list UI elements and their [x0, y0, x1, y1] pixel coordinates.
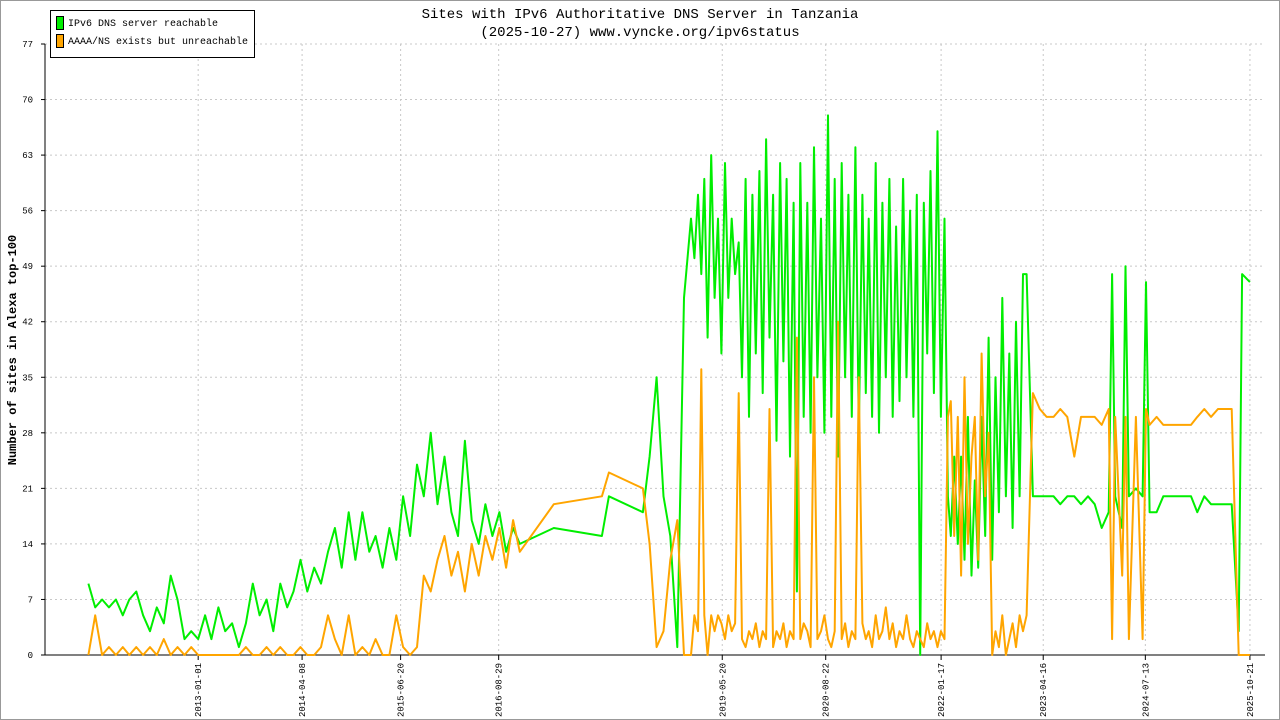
legend-label: AAAA/NS exists but unreachable	[68, 36, 248, 48]
x-tick-label: 2020-08-22	[822, 663, 832, 717]
x-tick-label: 2022-01-17	[937, 663, 947, 717]
x-tick-label: 2025-10-21	[1246, 663, 1256, 717]
legend-box	[50, 10, 255, 58]
legend-label: IPv6 DNS server reachable	[68, 18, 218, 30]
y-tick-label: 14	[22, 540, 33, 550]
data-line	[87, 320, 1250, 656]
y-tick-label: 7	[28, 595, 33, 605]
x-tick-label: 2015-06-20	[397, 663, 407, 717]
chart-title: Sites with IPv6 Authoritative DNS Server…	[422, 7, 859, 23]
y-tick-label: 0	[28, 651, 33, 661]
legend: IPv6 DNS server reachable AAAA/NS exists …	[50, 10, 255, 58]
y-tick-label: 28	[22, 429, 33, 439]
y-tick-label: 56	[22, 207, 33, 217]
data-line	[87, 114, 1251, 656]
y-tick-label: 21	[22, 484, 33, 494]
y-tick-label: 77	[22, 40, 33, 50]
y-tick-label: 49	[22, 262, 33, 272]
x-tick-label: 2013-01-01	[194, 663, 204, 717]
y-tick-label: 35	[22, 373, 33, 383]
y-axis-label: Number of sites in Alexa top-100	[6, 235, 20, 465]
legend-swatch	[56, 34, 64, 48]
chart-subtitle: (2025-10-27) www.vyncke.org/ipv6status	[480, 25, 799, 41]
x-tick-label: 2023-04-16	[1039, 663, 1049, 717]
x-tick-label: 2016-08-29	[495, 663, 505, 717]
y-tick-label: 63	[22, 151, 33, 161]
x-tick-label: 2019-05-20	[718, 663, 728, 717]
y-tick-label: 70	[22, 96, 33, 106]
x-tick-label: 2024-07-13	[1141, 663, 1151, 717]
y-tick-label: 42	[22, 318, 33, 328]
x-tick-label: 2014-04-08	[298, 663, 308, 717]
legend-swatch	[56, 16, 64, 30]
